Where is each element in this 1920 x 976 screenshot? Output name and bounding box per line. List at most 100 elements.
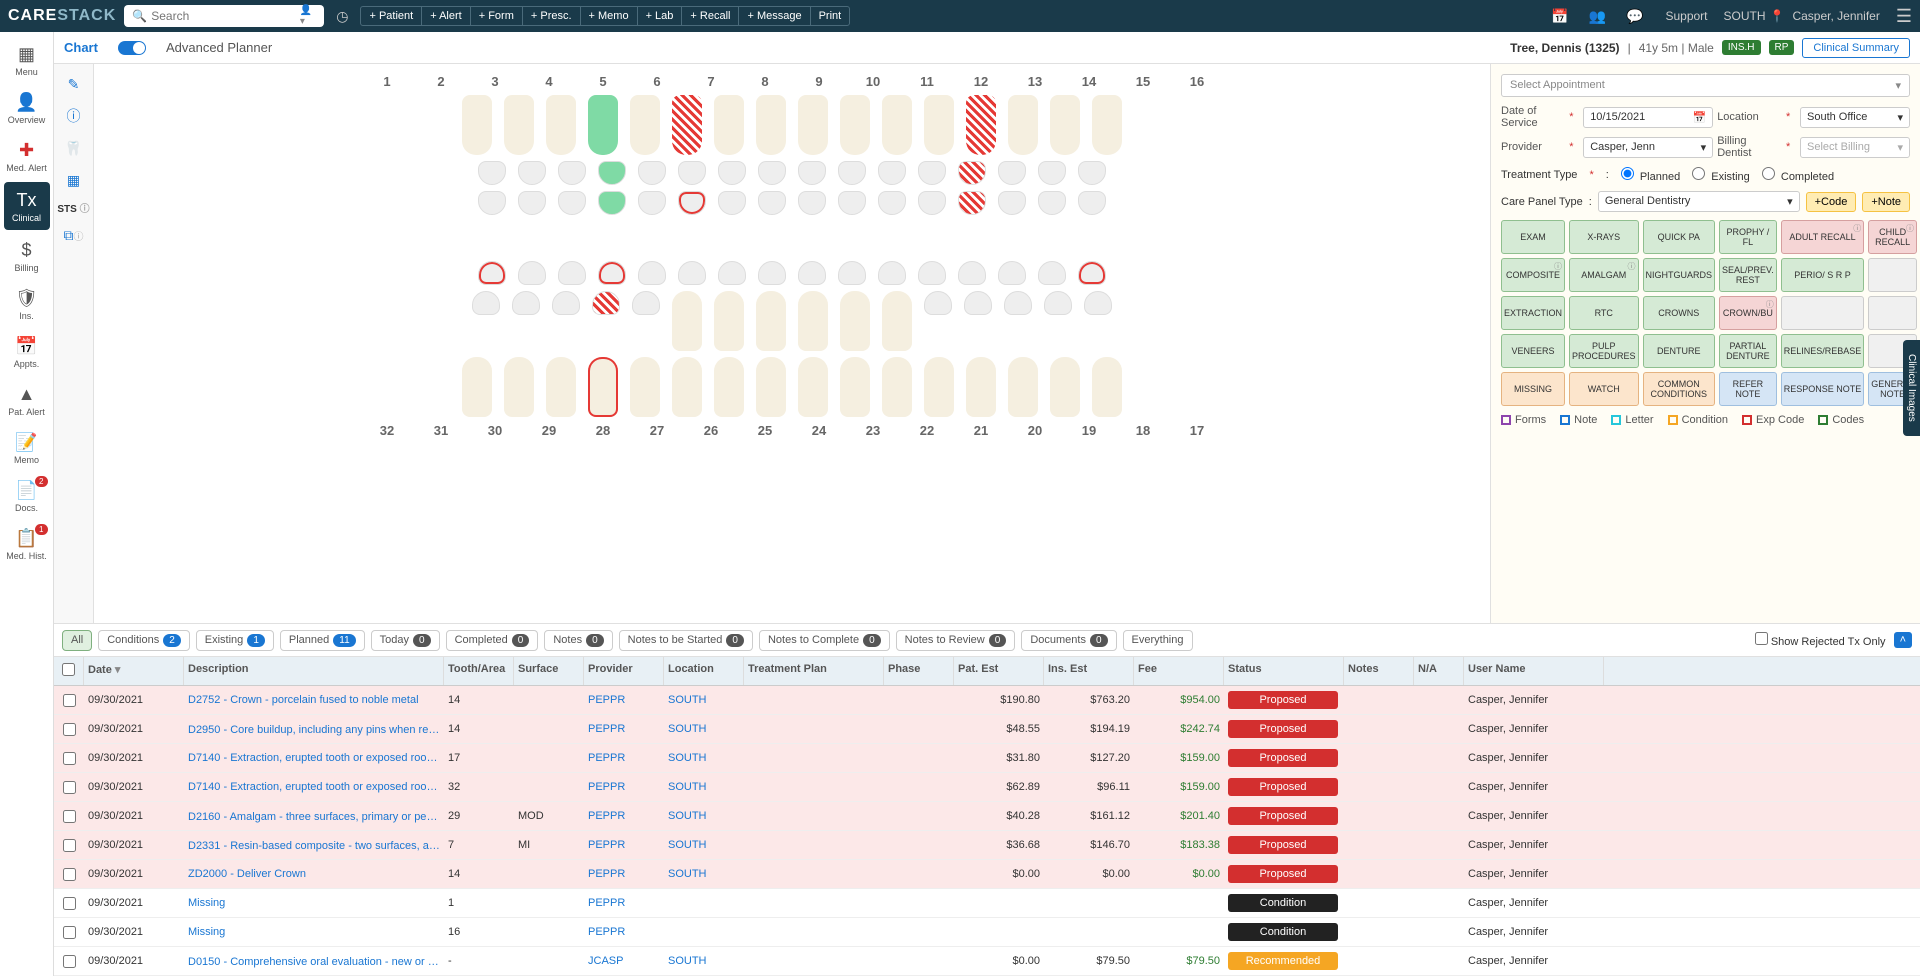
tooth[interactable] — [546, 357, 576, 417]
sts-label[interactable]: STS ⓘ — [57, 200, 89, 215]
tooth[interactable] — [552, 291, 580, 315]
nav-medhist[interactable]: 📋Med. Hist.1 — [0, 520, 54, 568]
nav-ins[interactable]: 🛡Ins. — [0, 280, 54, 328]
tooth[interactable] — [1008, 95, 1038, 155]
user-selector[interactable]: Casper, Jennifer — [1792, 9, 1879, 23]
nav-memo[interactable]: 📝Memo — [0, 424, 54, 472]
tooth[interactable] — [630, 95, 660, 155]
ins-badge[interactable]: INS.H — [1722, 40, 1761, 55]
nav-docs[interactable]: 📄Docs.2 — [0, 472, 54, 520]
filter-notes-to-be-started[interactable]: Notes to be Started 0 — [619, 630, 753, 651]
cell-status[interactable]: Proposed — [1224, 802, 1344, 830]
hamburger-icon[interactable]: ☰ — [1896, 6, 1912, 27]
table-row[interactable]: 09/30/2021D2160 - Amalgam - three surfac… — [54, 802, 1920, 831]
col-insest[interactable]: Ins. Est — [1044, 657, 1134, 685]
code-denture[interactable]: DENTURE — [1643, 334, 1716, 368]
quick-form-button[interactable]: + Form — [471, 7, 523, 25]
global-search[interactable]: 🔍 👤 ▾ — [124, 5, 324, 27]
table-row[interactable]: 09/30/2021ZD2000 - Deliver Crown14PEPPRS… — [54, 860, 1920, 889]
col-fee[interactable]: Fee — [1134, 657, 1224, 685]
radio-completed[interactable]: Completed — [1762, 167, 1834, 183]
location-selector[interactable]: SOUTH 📍 — [1724, 9, 1785, 23]
cell-status[interactable]: Proposed — [1224, 831, 1344, 859]
tooth[interactable] — [882, 95, 912, 155]
nav-menu[interactable]: ▦Menu — [0, 36, 54, 84]
code-adult-recall[interactable]: ADULT RECALLⓘ — [1781, 220, 1865, 254]
filter-existing[interactable]: Existing 1 — [196, 630, 274, 651]
col-treatmentplan[interactable]: Treatment Plan — [744, 657, 884, 685]
tooth[interactable] — [678, 261, 706, 285]
cell-description[interactable]: D2752 - Crown - porcelain fused to noble… — [184, 689, 444, 711]
nav-clinical[interactable]: TxClinical — [4, 182, 50, 230]
tooth[interactable] — [472, 291, 500, 315]
code-composite[interactable]: COMPOSITEⓘ — [1501, 258, 1565, 292]
code-relines-rebase[interactable]: RELINES/REBASE — [1781, 334, 1865, 368]
cell-description[interactable]: D2331 - Resin-based composite - two surf… — [184, 832, 444, 858]
code-child-recall[interactable]: CHILD RECALLⓘ — [1868, 220, 1917, 254]
code-partial-denture[interactable]: PARTIAL DENTURE — [1719, 334, 1777, 368]
nav-billing[interactable]: $Billing — [0, 232, 54, 280]
code-veneers[interactable]: VENEERS — [1501, 334, 1565, 368]
tooth[interactable] — [838, 261, 866, 285]
tooth[interactable] — [558, 261, 586, 285]
tooth[interactable] — [998, 261, 1026, 285]
add-note-button[interactable]: +Note — [1862, 192, 1910, 212]
col-location[interactable]: Location — [664, 657, 744, 685]
chat-icon[interactable]: 💬 — [1626, 8, 1643, 25]
code-amalgam[interactable]: AMALGAMⓘ — [1569, 258, 1639, 292]
quick-patient-button[interactable]: + Patient — [361, 7, 422, 25]
tooth[interactable] — [882, 357, 912, 417]
code-exam[interactable]: EXAM — [1501, 220, 1565, 254]
tooth[interactable] — [598, 161, 626, 185]
tab-advanced-planner[interactable]: Advanced Planner — [166, 40, 272, 55]
col-username[interactable]: User Name — [1464, 657, 1604, 685]
nav-medalert[interactable]: ✚Med. Alert — [0, 132, 54, 180]
table-row[interactable]: 09/30/2021Missing16PEPPRConditionCasper,… — [54, 918, 1920, 947]
tooth[interactable] — [924, 357, 954, 417]
tooth[interactable] — [630, 357, 660, 417]
tooth[interactable] — [798, 191, 826, 215]
tooth[interactable] — [678, 191, 706, 215]
tooth[interactable] — [546, 95, 576, 155]
col-notes[interactable]: Notes — [1344, 657, 1414, 685]
copy-icon[interactable]: ⧉ ⓘ — [60, 223, 88, 247]
tooth[interactable] — [718, 191, 746, 215]
cell-location[interactable] — [664, 927, 744, 937]
tooth[interactable] — [714, 357, 744, 417]
tooth[interactable] — [1038, 161, 1066, 185]
row-checkbox[interactable] — [63, 955, 76, 968]
quick-presc-button[interactable]: + Presc. — [523, 7, 581, 25]
tooth[interactable] — [1038, 261, 1066, 285]
cell-provider[interactable]: PEPPR — [584, 892, 664, 914]
col-tootharea[interactable]: Tooth/Area — [444, 657, 514, 685]
tooth[interactable] — [512, 291, 540, 315]
cell-status[interactable]: Proposed — [1224, 686, 1344, 714]
cell-status[interactable]: Proposed — [1224, 744, 1344, 772]
filter-conditions[interactable]: Conditions 2 — [98, 630, 190, 651]
cell-location[interactable]: SOUTH — [664, 834, 744, 856]
tooth[interactable] — [882, 291, 912, 351]
quick-lab-button[interactable]: + Lab — [638, 7, 683, 25]
tooth[interactable] — [598, 191, 626, 215]
cell-description[interactable]: Missing — [184, 921, 444, 943]
tooth[interactable] — [672, 357, 702, 417]
tooth[interactable] — [478, 161, 506, 185]
code-nightguards[interactable]: NIGHTGUARDS — [1643, 258, 1716, 292]
table-row[interactable]: 09/30/2021D7140 - Extraction, erupted to… — [54, 744, 1920, 773]
chart-toggle[interactable] — [118, 41, 146, 55]
rp-badge[interactable]: RP — [1769, 40, 1795, 55]
tooth[interactable] — [924, 291, 952, 315]
table-row[interactable]: 09/30/2021D2950 - Core buildup, includin… — [54, 715, 1920, 744]
cell-provider[interactable]: PEPPR — [584, 689, 664, 711]
code-response-note[interactable]: RESPONSE NOTE — [1781, 372, 1865, 406]
tooth[interactable] — [714, 291, 744, 351]
tooth[interactable] — [462, 357, 492, 417]
code-missing[interactable]: MISSING — [1501, 372, 1565, 406]
tooth[interactable] — [478, 261, 506, 285]
code-watch[interactable]: WATCH — [1569, 372, 1639, 406]
code-common-conditions[interactable]: COMMON CONDITIONS — [1643, 372, 1716, 406]
col-description[interactable]: Description — [184, 657, 444, 685]
tooth[interactable] — [592, 291, 620, 315]
location-field[interactable]: South Office▾ — [1800, 107, 1910, 128]
tooth[interactable] — [504, 357, 534, 417]
